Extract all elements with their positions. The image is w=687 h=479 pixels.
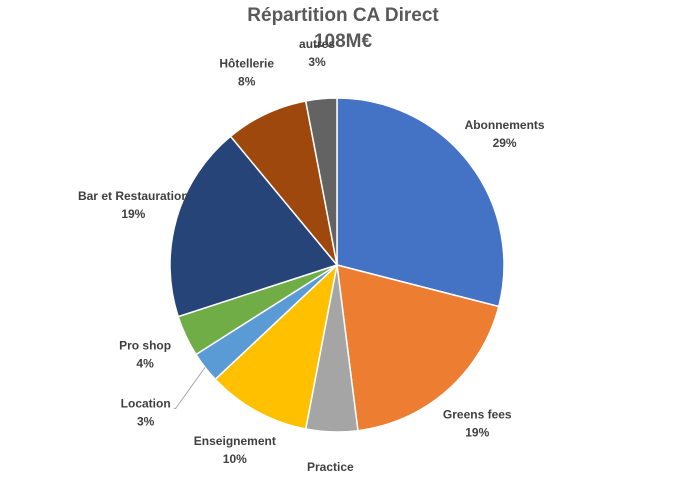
slice-label: autres bbox=[299, 37, 335, 51]
chart-title: Répartition CA Direct bbox=[247, 5, 439, 26]
slice-label: Hôtellerie bbox=[219, 56, 274, 70]
leader-line bbox=[173, 367, 206, 409]
slice-value-label: 29% bbox=[493, 136, 517, 150]
chart-subtitle: 108M€ bbox=[314, 31, 373, 52]
pie-slice bbox=[336, 97, 505, 308]
slice-value-label: 3% bbox=[308, 55, 326, 69]
pie-slice bbox=[214, 262, 339, 430]
pie-slice bbox=[336, 263, 500, 432]
slice-value-label: 10% bbox=[223, 452, 247, 466]
slice-label: Pro shop bbox=[119, 338, 171, 352]
slice-label: Greens fees bbox=[443, 407, 512, 421]
slice-value-label: 4% bbox=[136, 356, 154, 370]
slice-label: Practice bbox=[307, 460, 354, 474]
slice-value-label: 19% bbox=[465, 425, 489, 439]
slice-value-label: 8% bbox=[238, 74, 256, 88]
slice-value-label: 19% bbox=[121, 207, 145, 221]
slice-label: Abonnements bbox=[465, 118, 545, 132]
pie-slice bbox=[304, 97, 338, 266]
pie-slice bbox=[169, 135, 339, 318]
slice-label: Bar et Restauration bbox=[78, 189, 189, 203]
slice-label: Location bbox=[121, 397, 171, 411]
slice-label: Enseignement bbox=[194, 434, 276, 448]
slice-value-label: 3% bbox=[137, 415, 155, 429]
